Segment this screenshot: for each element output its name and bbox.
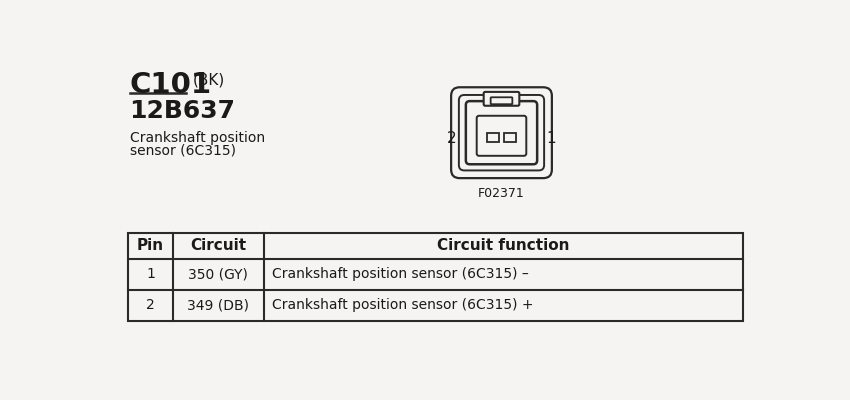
Text: 2: 2 — [146, 298, 155, 312]
Text: Pin: Pin — [137, 238, 164, 253]
FancyBboxPatch shape — [459, 95, 544, 170]
FancyBboxPatch shape — [484, 92, 519, 106]
FancyBboxPatch shape — [451, 87, 552, 178]
FancyBboxPatch shape — [490, 97, 513, 104]
Bar — [487, 133, 499, 142]
Text: 349 (DB): 349 (DB) — [187, 298, 249, 312]
Text: sensor (6C315): sensor (6C315) — [129, 144, 235, 158]
Text: (BK): (BK) — [193, 73, 225, 88]
Bar — [128, 233, 743, 320]
Text: Circuit: Circuit — [190, 238, 246, 253]
Text: Crankshaft position: Crankshaft position — [129, 131, 264, 145]
FancyBboxPatch shape — [466, 101, 537, 164]
Text: 350 (GY): 350 (GY) — [189, 267, 248, 281]
Text: 12B637: 12B637 — [129, 99, 235, 123]
Text: F02371: F02371 — [478, 186, 524, 200]
Text: C101: C101 — [129, 71, 212, 99]
Text: 2: 2 — [447, 131, 456, 146]
FancyBboxPatch shape — [477, 116, 526, 156]
Text: Circuit function: Circuit function — [438, 238, 570, 253]
Bar — [504, 133, 516, 142]
Text: 1: 1 — [146, 267, 155, 281]
Text: 1: 1 — [547, 131, 556, 146]
Text: Crankshaft position sensor (6C315) +: Crankshaft position sensor (6C315) + — [272, 298, 533, 312]
Text: Crankshaft position sensor (6C315) –: Crankshaft position sensor (6C315) – — [272, 267, 529, 281]
